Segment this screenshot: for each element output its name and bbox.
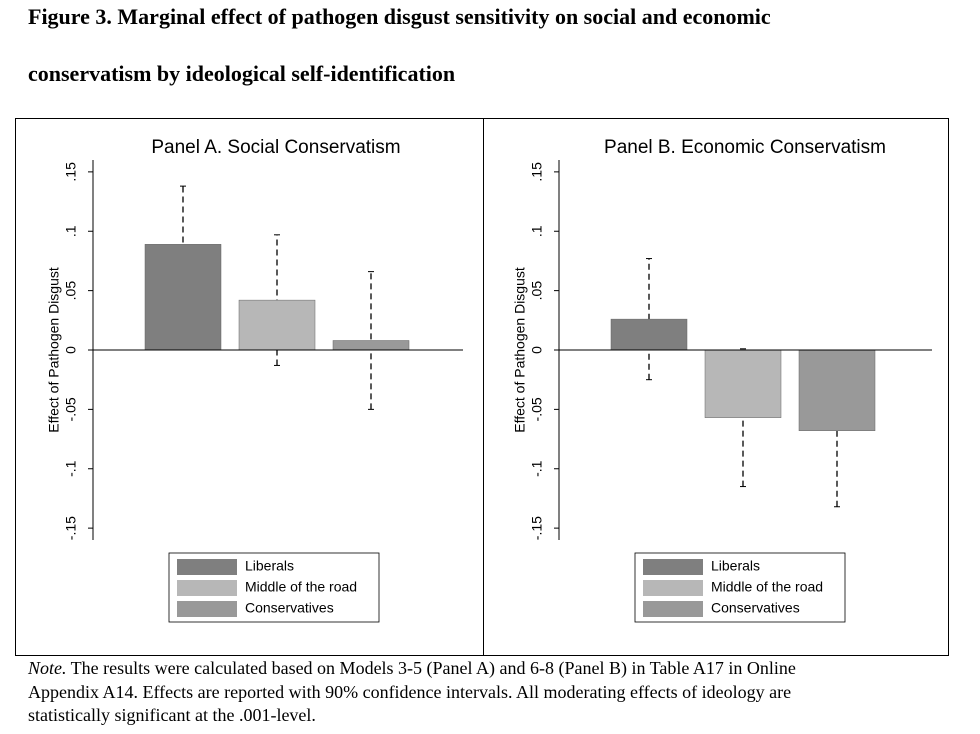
panel-title: Panel B. Economic Conservatism	[604, 137, 886, 158]
y-tick-label: -.05	[63, 397, 79, 421]
y-tick-label: .15	[63, 162, 79, 182]
figure-title: Figure 3. Marginal effect of pathogen di…	[28, 4, 771, 29]
legend-label: Liberals	[711, 558, 760, 574]
y-axis-label: Effect of Pathogen Disgust	[46, 267, 62, 433]
note-text: The results were calculated based on Mod…	[67, 658, 796, 679]
y-tick-label: 0	[63, 346, 79, 354]
bar	[332, 340, 410, 351]
y-tick-label: -.1	[529, 460, 545, 477]
y-tick-label: -.15	[529, 516, 545, 540]
y-tick-label: -.05	[529, 397, 545, 421]
y-tick-label: -.1	[63, 460, 79, 477]
legend-label: Middle of the road	[711, 579, 823, 595]
y-tick-label: .1	[529, 225, 545, 237]
bar	[798, 349, 876, 431]
note-text: statistically significant at the .001-le…	[28, 705, 316, 725]
legend-label: Conservatives	[245, 600, 334, 616]
legend-swatch	[643, 601, 703, 617]
legend-swatch	[643, 559, 703, 575]
legend-label: Middle of the road	[245, 579, 357, 595]
bar	[144, 244, 222, 351]
y-tick-label: 0	[529, 346, 545, 354]
panel-title: Panel A. Social Conservatism	[151, 137, 400, 158]
bar	[610, 318, 688, 351]
y-tick-label: .05	[529, 281, 545, 301]
legend-swatch	[177, 601, 237, 617]
y-tick-label: .1	[63, 225, 79, 237]
legend-label: Liberals	[245, 558, 294, 574]
y-axis-label: Effect of Pathogen Disgust	[512, 267, 528, 433]
legend-swatch	[643, 580, 703, 596]
figure-title: conservatism by ideological self-identif…	[28, 61, 455, 86]
legend-swatch	[177, 559, 237, 575]
note-text: Appendix A14. Effects are reported with …	[28, 682, 791, 702]
note: Note. The results were calculated based …	[27, 658, 796, 679]
y-tick-label: .05	[63, 281, 79, 301]
y-tick-label: .15	[529, 162, 545, 182]
legend-swatch	[177, 580, 237, 596]
legend-label: Conservatives	[711, 600, 800, 616]
bar	[704, 349, 782, 418]
note-label: Note.	[27, 658, 67, 678]
figure-frame	[15, 118, 949, 656]
y-tick-label: -.15	[63, 516, 79, 540]
bar	[238, 299, 316, 351]
